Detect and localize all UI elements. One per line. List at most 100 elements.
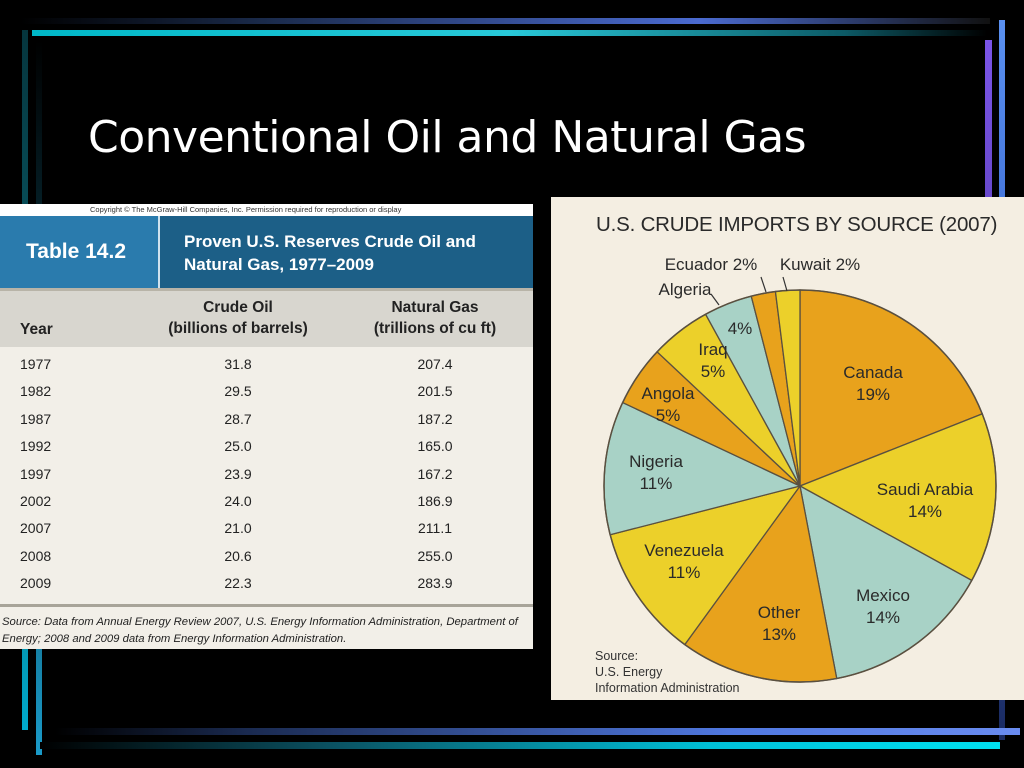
cell-natural-gas: 186.9 [417,492,453,509]
slide-title: Conventional Oil and Natural Gas [88,112,807,163]
cell-natural-gas: 283.9 [417,575,453,592]
cell-crude-oil: 21.0 [224,520,252,537]
table-number: Table 14.2 [0,216,160,288]
pie-label-other-name: Other [757,603,801,622]
pie-label-mexico: Mexico 14% [823,585,943,629]
cell-crude-oil: 20.6 [224,547,252,564]
table-title-line2: Natural Gas, 1977–2009 [184,255,374,274]
cell-year: 1987 [20,410,52,427]
cell-natural-gas: 165.0 [417,438,453,455]
pie-label-angola-name: Angola [641,384,695,403]
pie-label-ecuador: Ecuador 2% [664,255,758,274]
cell-natural-gas: 201.5 [417,383,453,400]
pie-source-line1: Source: [595,649,639,663]
pie-label-iraq: Iraq 5% [653,339,773,383]
table-row: 1977 31.8 207.4 [0,351,533,378]
column-header-crude-oil: Crude Oil (billions of barrels) [148,297,328,339]
table-row: 2008 20.6 255.0 [0,543,533,570]
pie-leader-line-algeria [710,293,720,306]
frame-bar-bottom-upper [55,728,1020,735]
table-row: 1987 28.7 187.2 [0,406,533,433]
cell-crude-oil: 23.9 [224,465,252,482]
pie-label-canada-value: 19% [855,385,891,404]
cell-natural-gas: 167.2 [417,465,453,482]
pie-label-saudi-arabia: Saudi Arabia 14% [865,479,985,523]
column-header-natural-gas-line1: Natural Gas [391,299,479,316]
cell-year: 1977 [20,356,52,372]
pie-label-kuwait: Kuwait 2% [779,255,861,274]
table-row: 1992 25.0 165.0 [0,433,533,460]
pie-label-angola: Angola 5% [608,383,728,427]
table-source-note: Source: Data from Annual Energy Review 2… [2,614,530,648]
cell-natural-gas: 255.0 [417,547,453,564]
table-header: Table 14.2 Proven U.S. Reserves Crude Oi… [0,216,533,288]
pie-label-nigeria: Nigeria 11% [596,451,716,495]
column-header-crude-oil-line1: Crude Oil [203,299,273,316]
cell-crude-oil: 24.0 [224,492,252,509]
table-title-line1: Proven U.S. Reserves Crude Oil and [184,232,476,251]
pie-label-algeria-name: Algeria [658,280,712,299]
pie-label-other: Other 13% [719,602,839,646]
pie-label-saudi-arabia-name: Saudi Arabia [876,480,974,499]
pie-leader-line-kuwait [782,276,788,292]
table-title: Proven U.S. Reserves Crude Oil and Natur… [160,216,533,288]
pie-label-venezuela-name: Venezuela [644,541,724,560]
table-row: 2002 24.0 186.9 [0,488,533,515]
table-row: 1982 29.5 201.5 [0,378,533,405]
table-source-text: Data from Annual Energy Review 2007, U.S… [2,616,518,645]
pie-label-algeria-value: 4% [727,319,753,338]
table-row: 1997 23.9 167.2 [0,461,533,488]
cell-natural-gas: 211.1 [418,520,452,537]
cell-year: 1997 [20,465,52,482]
cell-natural-gas: 187.2 [417,410,453,427]
column-header-year: Year [20,321,53,338]
pie-source-line3: Information Administration [595,681,740,695]
pie-label-other-value: 13% [761,625,797,644]
pie-label-canada-name: Canada [843,363,903,382]
frame-bar-top-outer [20,18,990,24]
frame-bar-bottom-lower [40,742,1000,749]
table-row: 2007 21.0 211.1 [0,515,533,542]
table-source-prefix: Source: [2,616,45,628]
pie-label-mexico-name: Mexico [856,586,910,605]
cell-year: 1982 [20,383,52,400]
table-body: 1977 31.8 207.4 1982 29.5 201.5 1987 28.7 187.… [0,347,533,598]
reserves-table-panel: Copyright © The McGraw-Hill Companies, I… [0,204,533,649]
cell-crude-oil: 29.5 [224,383,252,400]
cell-crude-oil: 28.7 [224,410,252,427]
cell-year: 2008 [20,547,52,564]
table-column-headers: Year Crude Oil (billions of barrels) Nat… [0,288,533,347]
column-header-natural-gas-line2: (trillions of cu ft) [373,320,497,337]
pie-label-venezuela: Venezuela 11% [624,540,744,584]
cell-crude-oil: 25.0 [224,438,252,455]
table-row: 2009 22.3 283.9 [0,570,533,597]
frame-bar-top-inner [32,30,987,36]
pie-label-saudi-arabia-value: 14% [907,502,943,521]
pie-chart-title: U.S. CRUDE IMPORTS BY SOURCE (2007) [596,213,998,236]
copyright-notice: Copyright © The McGraw-Hill Companies, I… [0,204,533,216]
cell-year: 2002 [20,492,52,509]
table-footer-rule [0,604,533,607]
cell-year: 2007 [20,520,52,537]
pie-label-iraq-value: 5% [700,362,726,381]
column-header-crude-oil-line2: (billions of barrels) [168,320,308,337]
column-header-natural-gas: Natural Gas (trillions of cu ft) [350,297,520,339]
pie-label-nigeria-value: 11% [639,474,673,493]
cell-crude-oil: 22.3 [224,575,252,592]
pie-label-mexico-value: 14% [865,608,901,627]
pie-label-angola-value: 5% [655,406,681,425]
pie-chart [603,276,997,683]
cell-year: 1992 [20,438,52,455]
cell-crude-oil: 31.8 [224,356,252,372]
pie-source-note: Source: U.S. Energy Information Administ… [595,648,740,696]
pie-label-nigeria-name: Nigeria [629,452,683,471]
pie-label-canada: Canada 19% [813,362,933,406]
cell-year: 2009 [20,575,52,592]
pie-label-venezuela-value: 11% [667,563,701,582]
cell-natural-gas: 207.4 [417,356,453,372]
pie-source-line2: U.S. Energy [595,665,663,679]
pie-outline [603,289,997,683]
pie-leader-line-ecuador [760,276,767,293]
crude-imports-pie-panel: U.S. CRUDE IMPORTS BY SOURCE (2007) Cana… [551,197,1024,700]
pie-label-iraq-name: Iraq [698,340,728,359]
